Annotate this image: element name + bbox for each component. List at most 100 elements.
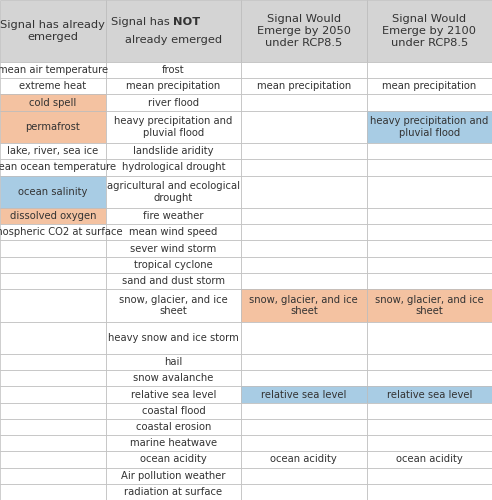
Bar [241, 386, 367, 402]
Bar [0, 224, 106, 240]
Bar [241, 322, 367, 354]
Text: snow, glacier, and ice
sheet: snow, glacier, and ice sheet [249, 294, 358, 316]
Text: agricultural and ecological
drought: agricultural and ecological drought [107, 181, 240, 203]
Text: fire weather: fire weather [143, 211, 204, 221]
Bar [0, 0, 106, 62]
Bar [241, 370, 367, 386]
Bar [0, 419, 106, 435]
Bar [241, 208, 367, 224]
Bar [0, 176, 106, 208]
Bar [367, 354, 492, 370]
Bar [241, 256, 367, 273]
Bar [241, 435, 367, 452]
Bar [0, 208, 106, 224]
Bar [0, 62, 106, 78]
Text: coastal erosion: coastal erosion [136, 422, 211, 432]
Text: relative sea level: relative sea level [387, 390, 472, 400]
Bar [0, 110, 106, 143]
Bar [367, 94, 492, 110]
Bar [241, 452, 367, 468]
Bar [106, 208, 241, 224]
Bar [106, 370, 241, 386]
Bar [241, 354, 367, 370]
Bar [0, 256, 106, 273]
Bar [0, 468, 106, 484]
Text: hydrological drought: hydrological drought [122, 162, 225, 172]
Text: snow, glacier, and ice
sheet: snow, glacier, and ice sheet [375, 294, 484, 316]
Bar [106, 322, 241, 354]
Bar [241, 484, 367, 500]
Text: mean ocean temperature: mean ocean temperature [0, 162, 117, 172]
Text: snow, glacier, and ice
sheet: snow, glacier, and ice sheet [119, 294, 228, 316]
Text: Signal has already
emerged: Signal has already emerged [0, 20, 105, 42]
Bar [106, 94, 241, 110]
Bar [367, 322, 492, 354]
Text: dissolved oxygen: dissolved oxygen [10, 211, 96, 221]
Bar [0, 402, 106, 419]
Bar [106, 419, 241, 435]
Bar [367, 224, 492, 240]
Bar [0, 452, 106, 468]
Bar [241, 273, 367, 289]
Bar [106, 256, 241, 273]
Bar [241, 143, 367, 160]
Bar [106, 224, 241, 240]
Text: Air pollution weather: Air pollution weather [121, 470, 226, 480]
Bar [367, 110, 492, 143]
Text: relative sea level: relative sea level [131, 390, 216, 400]
Bar [106, 160, 241, 176]
Bar [241, 160, 367, 176]
Bar [106, 240, 241, 256]
Text: coastal flood: coastal flood [142, 406, 205, 416]
Bar [0, 484, 106, 500]
Bar [106, 110, 241, 143]
Text: radiation at surface: radiation at surface [124, 487, 222, 497]
Text: landslide aridity: landslide aridity [133, 146, 214, 156]
Bar [106, 176, 241, 208]
Bar [241, 176, 367, 208]
Text: relative sea level: relative sea level [261, 390, 346, 400]
Bar [241, 240, 367, 256]
Text: mean air temperature: mean air temperature [0, 65, 108, 75]
Bar [106, 386, 241, 402]
Bar [0, 240, 106, 256]
Text: lake, river, sea ice: lake, river, sea ice [7, 146, 98, 156]
Bar [367, 289, 492, 322]
Bar [367, 208, 492, 224]
Bar [367, 370, 492, 386]
Bar [367, 419, 492, 435]
Text: frost: frost [162, 65, 184, 75]
Bar [367, 256, 492, 273]
Bar [367, 468, 492, 484]
Bar [0, 386, 106, 402]
Bar [0, 435, 106, 452]
Bar [0, 94, 106, 110]
Bar [106, 484, 241, 500]
Bar [106, 289, 241, 322]
Text: ocean acidity: ocean acidity [271, 454, 337, 464]
Bar [367, 452, 492, 468]
Text: sever wind storm: sever wind storm [130, 244, 216, 254]
Bar [0, 322, 106, 354]
Bar [241, 419, 367, 435]
Bar [367, 78, 492, 94]
Bar [241, 78, 367, 94]
Bar [367, 273, 492, 289]
Bar [241, 468, 367, 484]
Text: extreme heat: extreme heat [19, 82, 87, 92]
Bar [106, 354, 241, 370]
Bar [241, 289, 367, 322]
Bar [106, 143, 241, 160]
Text: atmospheric CO2 at surface: atmospheric CO2 at surface [0, 228, 123, 237]
Text: ocean acidity: ocean acidity [396, 454, 462, 464]
Text: tropical cyclone: tropical cyclone [134, 260, 213, 270]
Text: mean precipitation: mean precipitation [382, 82, 476, 92]
Text: mean precipitation: mean precipitation [257, 82, 351, 92]
Bar [106, 402, 241, 419]
Bar [0, 143, 106, 160]
Text: hail: hail [164, 357, 183, 367]
Bar [367, 484, 492, 500]
Bar [0, 354, 106, 370]
Bar [367, 0, 492, 62]
Bar [241, 62, 367, 78]
